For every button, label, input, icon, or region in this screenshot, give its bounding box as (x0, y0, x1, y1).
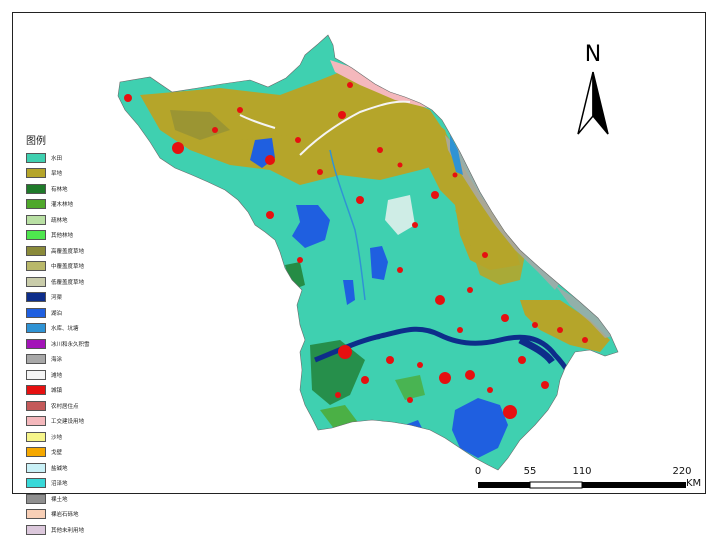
map-canvas (117, 34, 619, 471)
legend-swatch (26, 400, 46, 411)
north-arrow: N (570, 42, 616, 138)
legend-label: 农村居住点 (51, 403, 79, 410)
legend-item: 湖泊 (26, 305, 156, 321)
legend-swatch (26, 292, 46, 303)
legend-item: 有林地 (26, 181, 156, 197)
legend-label: 戈壁 (51, 450, 63, 457)
legend-swatch (26, 369, 46, 380)
legend-item: 沙地 (26, 429, 156, 445)
legend-label: 有林地 (51, 186, 68, 193)
legend-item: 沼泽地 (26, 476, 156, 492)
legend-item: 河渠 (26, 290, 156, 306)
legend-swatch (26, 431, 46, 442)
legend-label: 沼泽地 (51, 481, 68, 488)
legend-item: 海涂 (26, 352, 156, 368)
north-arrow-icon (577, 71, 609, 135)
legend-label: 中覆盖度草地 (51, 264, 85, 271)
legend-item: 疏林地 (26, 212, 156, 228)
legend-label: 城镇 (51, 388, 63, 395)
legend-item: 盐碱地 (26, 460, 156, 476)
legend-item: 水库、坑塘 (26, 321, 156, 337)
legend-swatch (26, 307, 46, 318)
legend-item: 冰川和永久积雪 (26, 336, 156, 352)
legend-label: 低覆盖度草地 (51, 279, 85, 286)
legend-label: 河渠 (51, 295, 63, 302)
legend-item: 其他林地 (26, 228, 156, 244)
legend-item: 裸土地 (26, 491, 156, 507)
legend-swatch (26, 245, 46, 256)
scale-tick-0: 0 (474, 466, 482, 477)
legend-swatch (26, 354, 46, 365)
legend-swatch (26, 524, 46, 535)
north-label: N (584, 42, 602, 67)
legend-item: 高覆盖度草地 (26, 243, 156, 259)
legend-items: 水田旱地有林地灌木林地疏林地其他林地高覆盖度草地 中覆盖度草地 低覆盖度草地 河渠湖泊… (26, 150, 156, 538)
legend-label: 疏林地 (51, 217, 68, 224)
legend-swatch (26, 385, 46, 396)
legend-label: 其他未利用地 (51, 527, 85, 534)
legend-label: 裸土地 (51, 496, 68, 503)
legend-swatch (26, 509, 46, 520)
legend-swatch (26, 478, 46, 489)
legend-label: 旱地 (51, 171, 63, 178)
legend-item: 旱地 (26, 166, 156, 182)
legend-item: 戈壁 (26, 445, 156, 461)
legend-label: 高覆盖度草地 (51, 248, 85, 255)
legend-swatch (26, 323, 46, 334)
legend-item: 滩地 (26, 367, 156, 383)
legend-label: 湖泊 (51, 310, 63, 317)
legend-item: 水田 (26, 150, 156, 166)
legend-title: 图例 (26, 136, 46, 147)
legend-item: 其他未利用地 (26, 522, 156, 538)
legend-label: 沙地 (51, 434, 63, 441)
legend-item: 中覆盖度草地 (26, 259, 156, 275)
scale-tick-220: 220 (672, 466, 692, 477)
legend-item: 工交建设用地 (26, 414, 156, 430)
scale-bar: 0 55 110 220 KM (474, 466, 704, 494)
legend-item: 灌木林地 (26, 197, 156, 213)
legend-swatch (26, 168, 46, 179)
scale-unit: KM (686, 478, 702, 489)
legend-swatch (26, 447, 46, 458)
legend-swatch (26, 152, 46, 163)
legend-swatch (26, 462, 46, 473)
legend-label: 裸岩石砾地 (51, 512, 79, 519)
legend-label: 水田 (51, 155, 63, 162)
legend-swatch (26, 199, 46, 210)
legend-item: 城镇 (26, 383, 156, 399)
legend-label: 灌木林地 (51, 202, 74, 209)
legend-item: 农村居住点 (26, 398, 156, 414)
legend: 图例 水田旱地有林地灌木林地疏林地其他林地高覆盖度草地 中覆盖度草地 低覆盖度草地河… (26, 132, 156, 538)
legend-label: 冰川和永久积雪 (51, 341, 90, 348)
legend-swatch (26, 183, 46, 194)
legend-swatch (26, 416, 46, 427)
legend-label: 水库、坑塘 (51, 326, 79, 333)
legend-swatch (26, 493, 46, 504)
legend-swatch (26, 261, 46, 272)
scale-tick-110: 110 (572, 466, 592, 477)
legend-label: 盐碱地 (51, 465, 68, 472)
legend-item: 低覆盖度草地 (26, 274, 156, 290)
legend-swatch (26, 338, 46, 349)
scale-tick-55: 55 (523, 466, 537, 477)
legend-swatch (26, 214, 46, 225)
scale-bar-graphic (478, 481, 686, 489)
legend-label: 其他林地 (51, 233, 74, 240)
legend-swatch (26, 230, 46, 241)
legend-swatch (26, 276, 46, 287)
legend-label: 滩地 (51, 372, 63, 379)
legend-label: 海涂 (51, 357, 63, 364)
legend-label: 工交建设用地 (51, 419, 85, 426)
